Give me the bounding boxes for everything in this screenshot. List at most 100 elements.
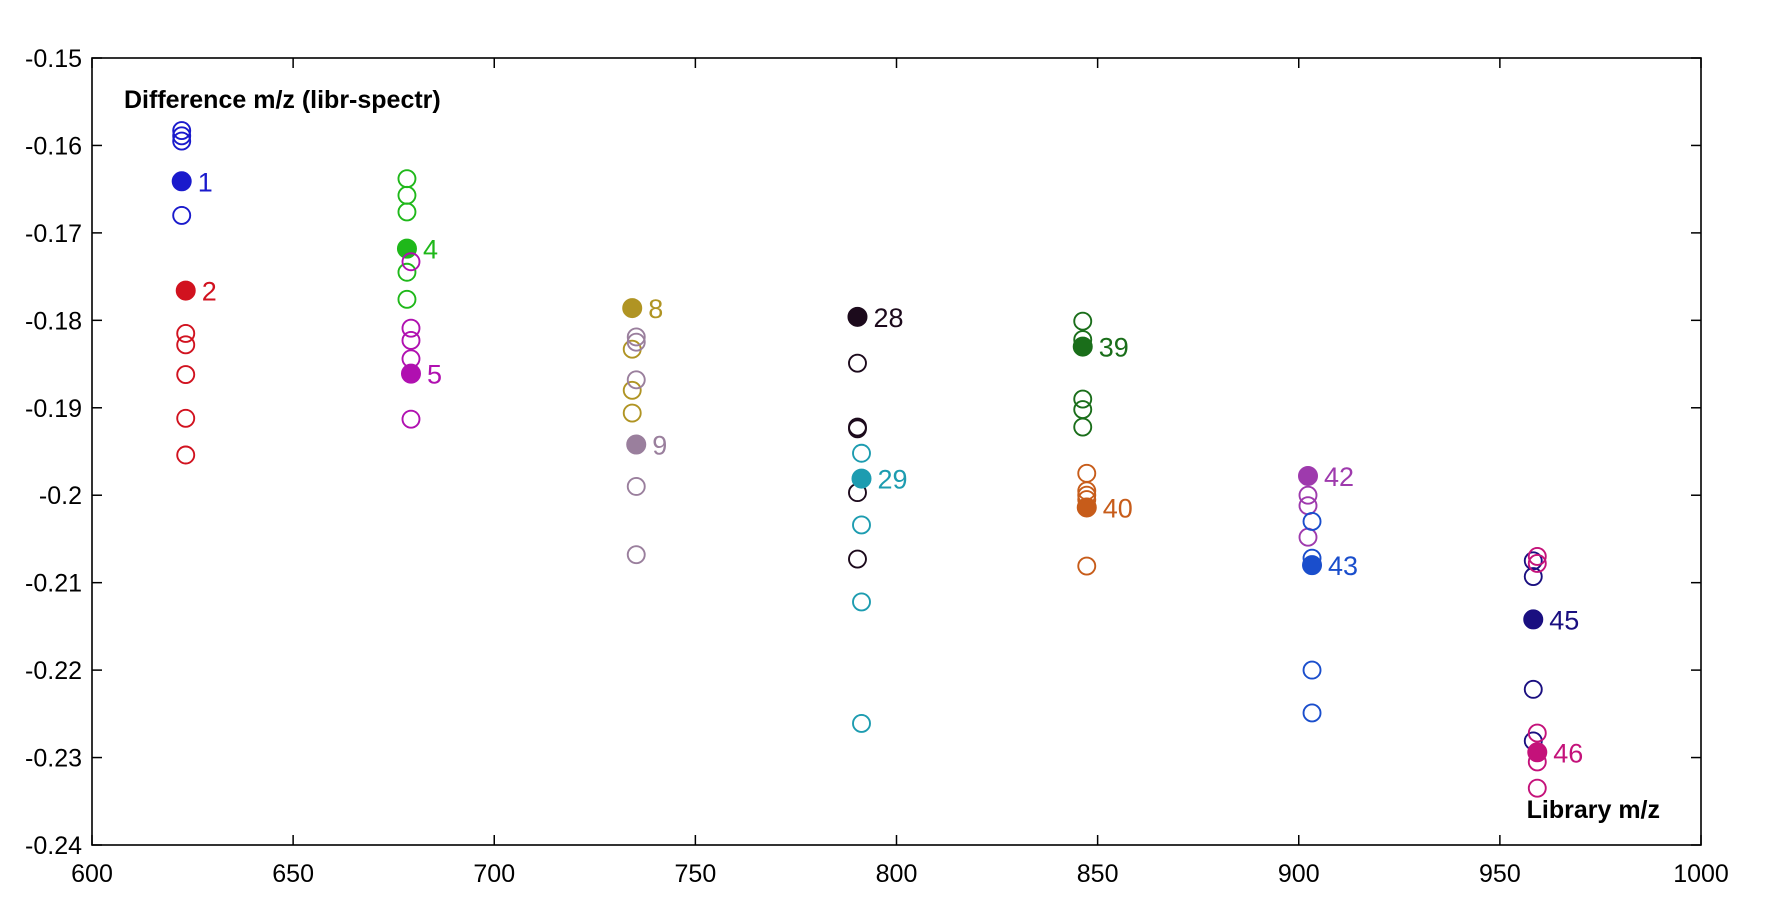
data-point-open xyxy=(176,408,196,428)
data-point-open xyxy=(1302,660,1322,680)
data-point-open xyxy=(1073,389,1093,409)
data-point-open xyxy=(397,289,417,309)
data-point-filled xyxy=(1527,742,1548,763)
data-point-open xyxy=(1073,417,1093,437)
data-point-open xyxy=(401,252,421,272)
data-point-open xyxy=(172,205,192,225)
y-annotation: Difference m/z (libr-spectr) xyxy=(124,86,441,114)
data-point-open xyxy=(1523,679,1543,699)
data-point-open xyxy=(397,202,417,222)
series-5: 5 xyxy=(400,252,442,429)
series-43: 43 xyxy=(1302,512,1358,723)
point-label: 4 xyxy=(423,235,438,265)
axis-ticks: 600 650 700 750 800 850 900 950 1000 -0.15 -0.16 -0… xyxy=(25,45,1729,888)
data-point-filled xyxy=(626,434,647,455)
data-point-open xyxy=(1077,556,1097,576)
series-8: 8 xyxy=(622,294,663,423)
point-label: 46 xyxy=(1553,738,1583,768)
series-46: 46 xyxy=(1527,546,1583,798)
data-point-open xyxy=(1527,546,1547,566)
data-point-open xyxy=(852,515,871,535)
data-point-open xyxy=(401,318,421,338)
data-point-open xyxy=(848,549,867,569)
data-point-open xyxy=(852,443,871,463)
data-point-open xyxy=(626,477,646,496)
y-tick-label: -0.21 xyxy=(25,570,82,598)
series-40: 40 xyxy=(1076,463,1133,576)
y-tick-label: -0.18 xyxy=(25,307,82,335)
data-point-filled xyxy=(622,298,643,319)
y-tick-label: -0.2 xyxy=(39,482,82,510)
point-label: 29 xyxy=(878,465,908,495)
series-9: 9 xyxy=(626,327,667,565)
point-label: 2 xyxy=(202,277,217,307)
series-2: 2 xyxy=(175,277,217,465)
x-tick-label: 600 xyxy=(71,860,113,888)
data-point-open xyxy=(172,121,192,141)
data-point-open xyxy=(626,370,646,390)
data-point-open xyxy=(1527,553,1547,573)
data-point-open xyxy=(1073,311,1093,331)
data-point-filled xyxy=(1302,555,1323,576)
data-point-open xyxy=(1523,551,1543,571)
data-point-open xyxy=(852,592,871,612)
point-label: 39 xyxy=(1099,333,1129,363)
data-point-open xyxy=(397,262,417,282)
data-point-open xyxy=(1302,512,1322,531)
data-point-open xyxy=(401,330,421,350)
point-label: 40 xyxy=(1103,493,1133,523)
series-1: 1 xyxy=(171,121,213,225)
data-point-open xyxy=(852,714,871,733)
data-point-filled xyxy=(1076,497,1097,518)
data-point-open xyxy=(848,353,867,373)
series-39: 39 xyxy=(1072,311,1129,437)
x-tick-label: 750 xyxy=(675,860,717,888)
data-point-open xyxy=(176,324,196,343)
data-point-open xyxy=(848,419,867,439)
x-tick-label: 850 xyxy=(1077,860,1119,888)
point-label: 9 xyxy=(652,431,667,461)
point-label: 42 xyxy=(1324,462,1354,492)
series-29: 29 xyxy=(851,443,908,733)
data-point-filled xyxy=(847,306,868,327)
point-label: 1 xyxy=(198,167,213,197)
y-tick-label: -0.22 xyxy=(25,657,82,685)
series-45: 45 xyxy=(1523,551,1579,751)
y-tick-label: -0.24 xyxy=(25,832,82,860)
series-28: 28 xyxy=(847,303,904,569)
data-point-filled xyxy=(175,280,196,301)
x-tick-label: 650 xyxy=(272,860,314,888)
y-tick-label: -0.19 xyxy=(25,395,82,423)
data-point-filled xyxy=(171,171,192,192)
x-tick-label: 1000 xyxy=(1673,860,1729,888)
x-tick-label: 700 xyxy=(473,860,515,888)
data-point-filled xyxy=(1523,609,1544,630)
point-label: 43 xyxy=(1328,551,1358,581)
point-label: 5 xyxy=(427,360,442,390)
y-tick-label: -0.23 xyxy=(25,745,82,773)
data-point-filled xyxy=(1298,465,1319,486)
data-point-open xyxy=(1527,723,1547,743)
data-point-open xyxy=(622,380,642,400)
data-point-open xyxy=(626,332,646,352)
point-label: 28 xyxy=(873,303,903,333)
point-label: 45 xyxy=(1549,605,1579,635)
data-point-filled xyxy=(1072,336,1093,357)
y-tick-label: -0.15 xyxy=(25,45,82,73)
data-point-open xyxy=(1302,703,1322,723)
data-point-open xyxy=(622,403,642,423)
data-point-filled xyxy=(400,363,421,384)
point-label: 8 xyxy=(648,294,663,324)
data-point-open xyxy=(172,126,192,146)
data-point-open xyxy=(626,327,646,347)
data-point-filled xyxy=(851,468,872,489)
x-annotation: Library m/z xyxy=(1527,796,1660,824)
y-tick-label: -0.17 xyxy=(25,220,82,248)
data-point-open xyxy=(401,409,421,429)
y-tick-label: -0.16 xyxy=(25,132,82,160)
data-point-open xyxy=(176,445,196,465)
x-tick-label: 900 xyxy=(1278,860,1320,888)
